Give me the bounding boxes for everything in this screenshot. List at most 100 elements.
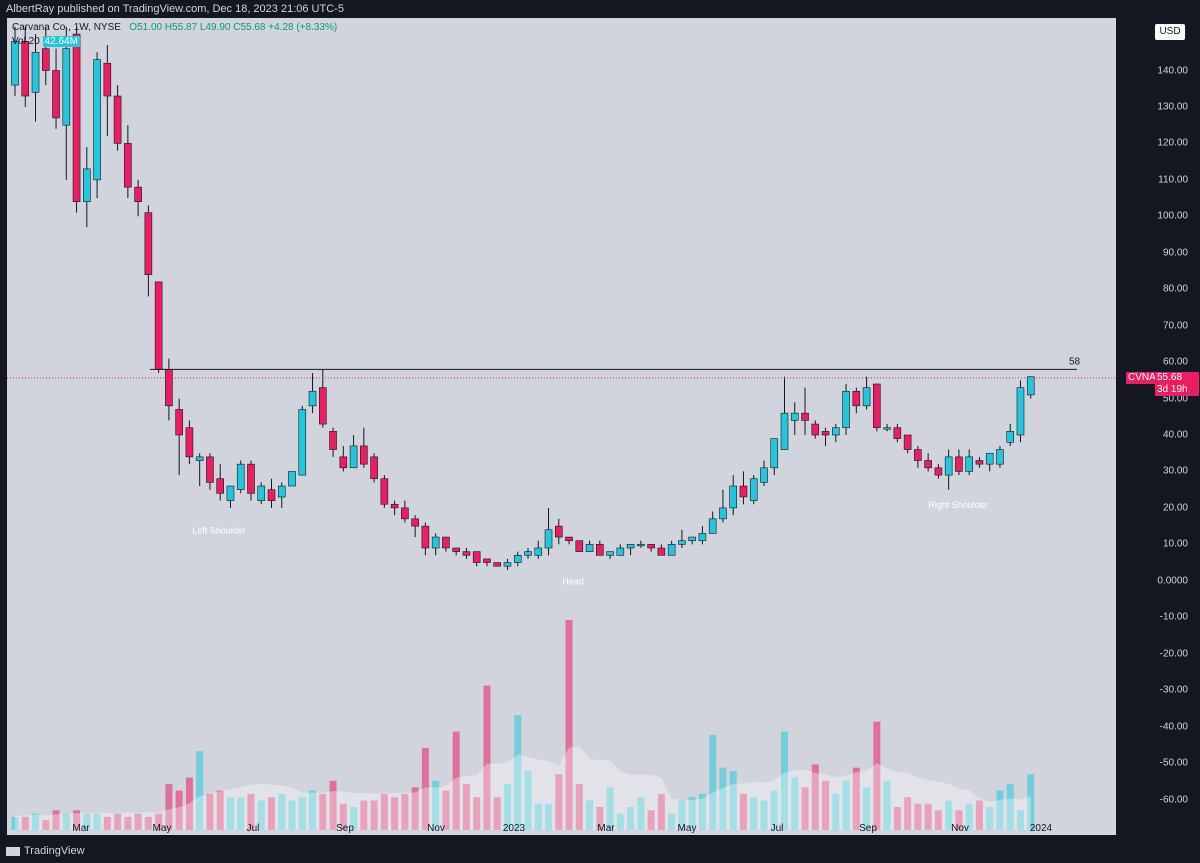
y-tick-label: 50.00 [1162, 393, 1188, 405]
candle-body [165, 369, 173, 407]
candle-body [821, 431, 830, 436]
candle-body [616, 547, 625, 556]
volume-bar [473, 797, 481, 830]
candle-body [124, 143, 132, 188]
volume-bar [760, 800, 768, 830]
pattern-annotation: Left Shoulder [192, 525, 246, 535]
volume-bar [616, 813, 624, 830]
candle-body [565, 536, 573, 542]
plot-area[interactable]: 58 Left Shoulder Head Right Shoulder Mar May J… [7, 18, 1116, 835]
volume-bar [73, 810, 81, 830]
volume-bar [822, 780, 830, 830]
y-tick-label: -60.00 [1159, 794, 1188, 805]
y-tick-label: 120.00 [1157, 137, 1188, 149]
tradingview-footer[interactable]: TradingView [6, 845, 85, 857]
x-tick-label: Jul [771, 823, 784, 834]
price-axis[interactable]: 140.00 130.00 120.00 110.00 100.00 90.00 80.00… [1116, 18, 1200, 835]
candle-body [267, 489, 276, 501]
candle-body [288, 471, 296, 487]
candle-body [206, 456, 214, 483]
overlay-layer: 58 Left Shoulder Head Right Shoulder Mar May J… [7, 356, 1116, 834]
volume-bar [832, 793, 840, 830]
candle-body [719, 507, 727, 520]
volume-bar [545, 803, 553, 830]
y-tick-label: -50.00 [1159, 757, 1188, 769]
candle-body [554, 525, 563, 538]
volume-bar [863, 787, 871, 830]
volume-bar [114, 813, 122, 830]
volume-bar [309, 790, 317, 830]
candle-body [175, 409, 183, 436]
candle-body [903, 434, 912, 450]
candle-body [349, 445, 358, 469]
volume-bar [719, 767, 727, 830]
candle-body [801, 412, 809, 421]
symbol-name[interactable]: Carvana Co., 1W, NYSE [12, 22, 121, 33]
candle-body [544, 529, 553, 549]
candle-body [1016, 387, 1025, 436]
x-tick-label: Sep [336, 823, 354, 834]
candle-body [103, 62, 112, 97]
volume-label: Vol 20 [12, 36, 40, 47]
candle-body [698, 533, 707, 542]
volume-bar [883, 780, 891, 830]
candle-body [83, 168, 91, 203]
candle-body [216, 478, 224, 494]
x-tick-label: May [678, 823, 697, 834]
volume-bar [298, 797, 306, 830]
pattern-annotation: Right Shoulder [928, 500, 988, 510]
volume-legend[interactable]: Vol 20 42.64M [12, 36, 80, 47]
candle-body [914, 449, 922, 461]
volume-bar [52, 810, 60, 830]
x-tick-label: Sep [859, 823, 877, 834]
volume-bar [411, 787, 419, 830]
volume-bar [811, 764, 819, 830]
candle-body [41, 48, 50, 71]
candlestick-chart[interactable]: 58 Left Shoulder Head Right Shoulder Mar May J… [7, 18, 1116, 835]
candle-body [934, 467, 943, 476]
candle-body [893, 427, 902, 439]
candle-body [975, 460, 984, 465]
candle-body [452, 547, 460, 552]
candle-body [944, 456, 953, 476]
volume-bar [729, 770, 737, 830]
candle-body [678, 540, 686, 545]
volume-bar [657, 793, 665, 830]
candle-body [62, 48, 71, 126]
candle-body [257, 485, 266, 501]
volume-bar [637, 797, 645, 830]
candle-body [411, 518, 419, 527]
currency-button[interactable]: USD [1155, 24, 1185, 40]
volume-bar [698, 793, 706, 830]
candle-body [965, 456, 973, 472]
candle-body [318, 387, 327, 425]
volume-value: 42.64M [42, 36, 80, 47]
volume-bar [278, 793, 286, 830]
symbol-legend[interactable]: Carvana Co., 1W, NYSE O51.00 H55.87 L49.… [12, 22, 337, 33]
volume-ma-band [15, 746, 1031, 830]
volume-bar [442, 790, 450, 830]
volume-bar [155, 813, 163, 830]
candle-body [657, 547, 666, 556]
candle-body [185, 427, 194, 458]
y-tick-label: -20.00 [1159, 648, 1188, 660]
candle-body [472, 551, 481, 563]
y-tick-label: 20.00 [1162, 502, 1188, 514]
volume-bar [103, 816, 111, 830]
candle-body [339, 456, 348, 469]
candle-body [226, 485, 235, 501]
candle-body [277, 485, 286, 498]
volume-bar [421, 747, 429, 830]
volume-bar [339, 803, 347, 830]
volume-bar [904, 797, 912, 830]
time-axis[interactable] [0, 835, 1200, 863]
volume-bar [842, 780, 850, 830]
volume-bar [534, 803, 542, 830]
candle-body [513, 554, 522, 563]
candle-body [236, 463, 245, 490]
volume-bar [144, 816, 152, 830]
y-tick-label: 0.0000 [1157, 575, 1188, 587]
y-tick-label: -10.00 [1159, 611, 1188, 623]
volume-bar [996, 790, 1004, 830]
candle-body [72, 33, 81, 203]
